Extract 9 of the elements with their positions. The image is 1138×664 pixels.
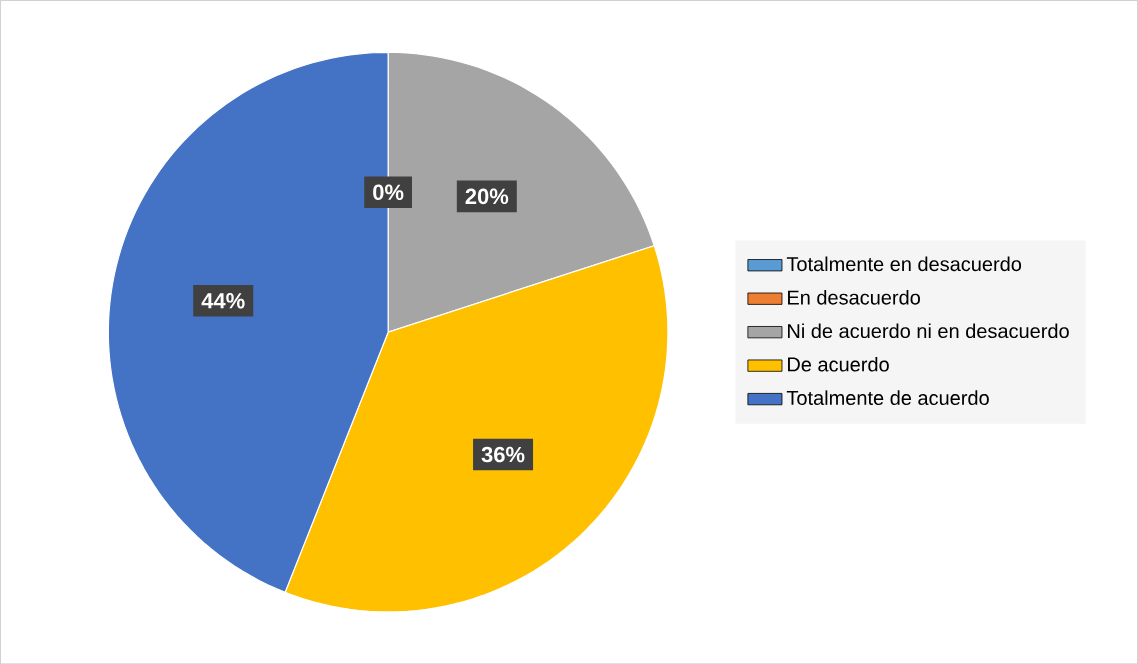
data-label: 20% [465,188,509,204]
legend-label: Totalmente de acuerdo [786,390,989,405]
data-label: 36% [481,446,525,463]
legend-label: De acuerdo [788,356,889,372]
legend-label: Totalmente en desacuerdo [786,256,1022,271]
legend-label: En desacuerdo [788,289,920,305]
text: 0% [373,184,404,200]
data-label: 44% [201,292,245,309]
legend-label: Ni de acuerdo ni en desacuerdo [788,323,1069,338]
